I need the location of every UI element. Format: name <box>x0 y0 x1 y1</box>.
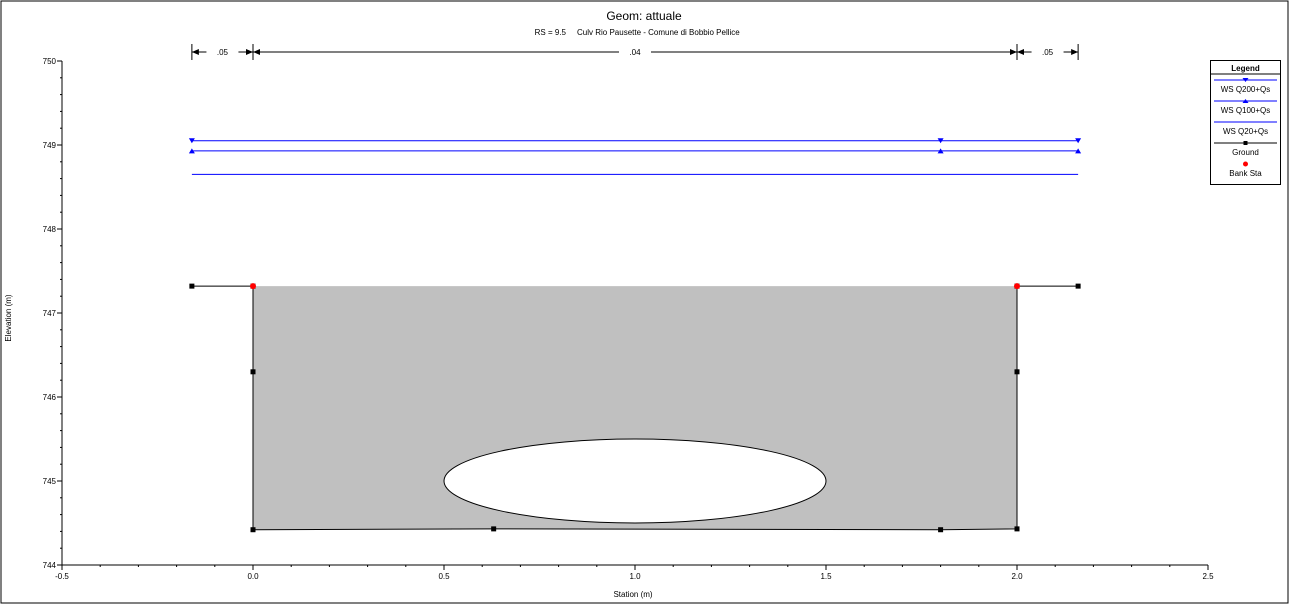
y-tick-label-748: 748 <box>43 225 57 234</box>
series-point-ground <box>938 527 944 533</box>
plot-area: 744 745 746 747 748 749 750 -0.5 0.0 0.5 1.0 1.5 2.0… <box>43 44 1214 581</box>
chart-subtitle-desc: Culv Rio Pausette - Comune di Bobbio Pel… <box>577 28 740 37</box>
manning-arrowhead <box>246 49 253 55</box>
series-point-ground <box>189 283 195 289</box>
series-point-ws-q200-qs <box>937 138 944 144</box>
series-point-ground <box>1014 526 1020 532</box>
legend-marker-ground <box>1243 141 1248 145</box>
series-line-ground <box>191 285 1079 531</box>
series-point-ws-q200-qs <box>188 138 195 144</box>
legend-label-bank-sta: Bank Sta <box>1229 169 1262 178</box>
y-tick-label-745: 745 <box>43 477 57 486</box>
legend: Legend WS Q200+Qs WS Q100+Qs WS Q20+Qs Groun… <box>1210 60 1281 185</box>
manning-n-label-1: .04 <box>629 48 641 57</box>
legend-title: Legend <box>1231 64 1260 73</box>
series-point-ground <box>250 527 256 533</box>
series-point-ws-q100-qs <box>937 148 944 154</box>
legend-svg: Legend WS Q200+Qs WS Q100+Qs WS Q20+Qs Groun… <box>1211 64 1280 178</box>
x-tick-label-1.0: 1.0 <box>629 572 641 581</box>
x-axis-label: Station (m) <box>613 590 652 599</box>
manning-arrowhead <box>1010 49 1017 55</box>
series-point-ground <box>1075 283 1081 289</box>
y-axis-label: Elevation (m) <box>4 294 13 341</box>
series-point-ws-q200-qs <box>1075 138 1082 144</box>
manning-arrowhead <box>191 49 199 55</box>
x-tick-label--0.5: -0.5 <box>55 572 69 581</box>
legend-label-ws-q20-qs: WS Q20+Qs <box>1223 127 1268 136</box>
culvert-structure-fill <box>253 286 1017 530</box>
series-point-ground <box>1014 369 1020 375</box>
x-tick-label-2.5: 2.5 <box>1202 572 1214 581</box>
series-point-ground <box>250 369 256 375</box>
legend-marker-ws-q100-qs <box>1242 99 1249 103</box>
manning-arrowhead <box>253 49 260 55</box>
series-point-ws-q100-qs <box>1075 148 1082 154</box>
chart-title: Geom: attuale <box>606 9 682 23</box>
chart-subtitle-rs: RS = 9.5 <box>535 28 567 37</box>
legend-marker-ws-q200-qs <box>1242 78 1249 82</box>
culvert-opening <box>443 438 827 524</box>
x-tick-label-0.0: 0.0 <box>247 572 259 581</box>
series-point-bank-sta <box>250 283 256 290</box>
legend-label-ws-q100-qs: WS Q100+Qs <box>1221 106 1271 115</box>
manning-arrowhead <box>1017 49 1024 55</box>
legend-label-ground: Ground <box>1232 148 1259 157</box>
series-point-bank-sta <box>1014 283 1020 290</box>
x-tick-label-1.5: 1.5 <box>820 572 832 581</box>
manning-n-label-2: .05 <box>1042 48 1054 57</box>
manning-arrowhead <box>1071 49 1079 55</box>
y-tick-label-746: 746 <box>43 393 57 402</box>
series-point-ground <box>491 526 497 532</box>
y-tick-label-744: 744 <box>43 561 57 570</box>
y-tick-label-749: 749 <box>43 141 57 150</box>
y-tick-label-750: 750 <box>43 57 57 66</box>
manning-n-label-0: .05 <box>217 48 229 57</box>
x-tick-label-2.0: 2.0 <box>1011 572 1023 581</box>
x-tick-label-0.5: 0.5 <box>438 572 450 581</box>
y-tick-label-747: 747 <box>43 309 57 318</box>
legend-marker-bank-sta <box>1243 161 1248 167</box>
legend-label-ws-q200-qs: WS Q200+Qs <box>1221 85 1271 94</box>
series-point-ws-q100-qs <box>188 148 195 154</box>
